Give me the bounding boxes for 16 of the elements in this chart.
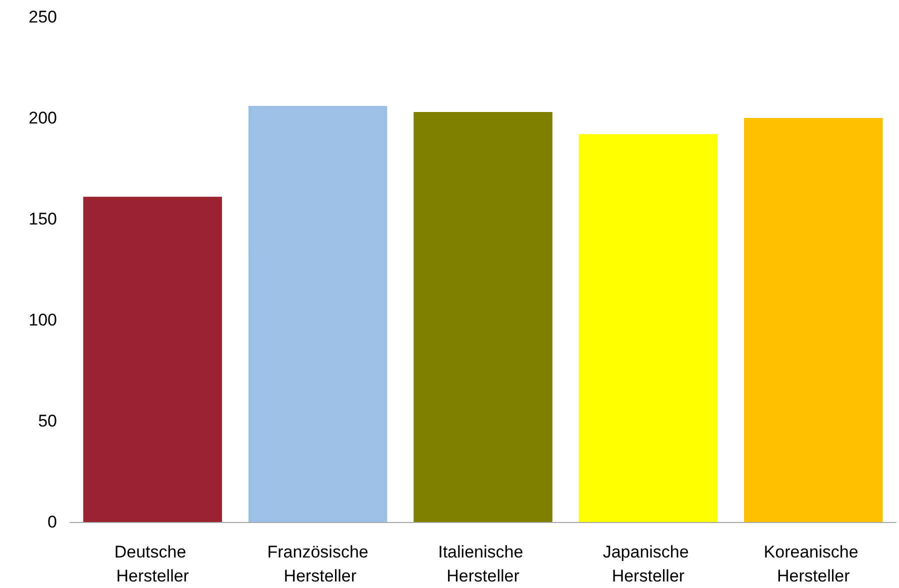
y-tick-label: 50 bbox=[38, 412, 57, 430]
x-tick-label: Deutsche Hersteller bbox=[114, 542, 191, 586]
y-tick-label: 200 bbox=[28, 108, 57, 128]
bar bbox=[83, 196, 222, 522]
x-tick-label: Koreanische Hersteller bbox=[764, 542, 864, 586]
y-tick-label: 100 bbox=[28, 310, 57, 330]
bar bbox=[744, 118, 883, 522]
bar bbox=[248, 106, 388, 522]
y-tick-label: 250 bbox=[28, 8, 57, 26]
x-tick-label: Japanische Hersteller bbox=[602, 542, 694, 586]
y-tick-label: 0 bbox=[48, 512, 57, 532]
bar bbox=[578, 134, 718, 522]
y-tick-label: 150 bbox=[28, 210, 57, 228]
bar bbox=[414, 112, 552, 522]
x-tick-label: Französische Hersteller bbox=[267, 542, 368, 586]
x-tick-label: Italienische Hersteller bbox=[438, 542, 528, 586]
